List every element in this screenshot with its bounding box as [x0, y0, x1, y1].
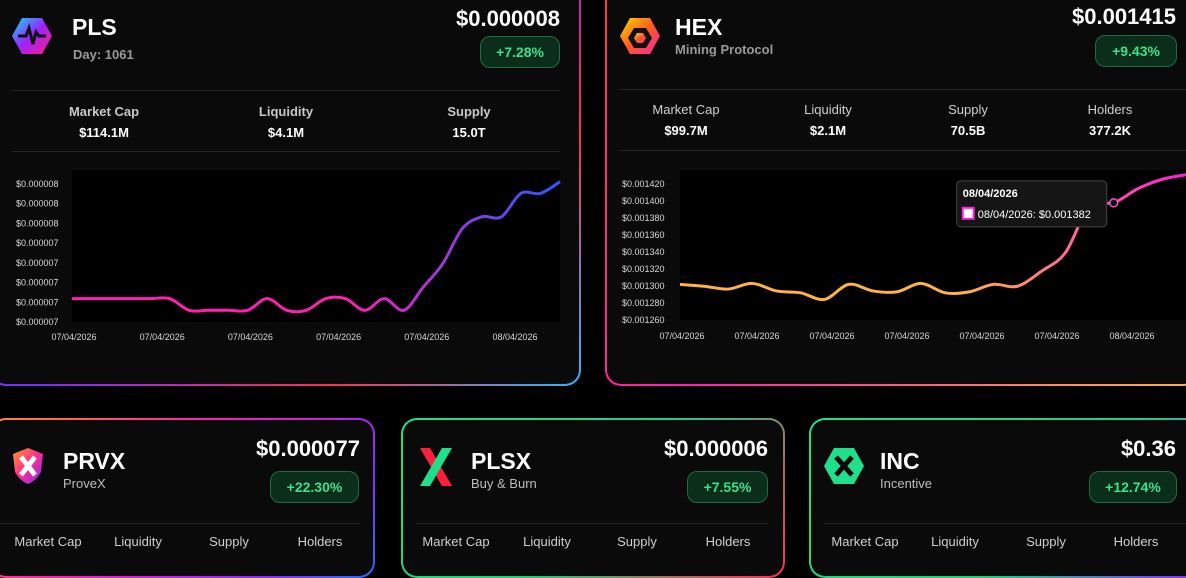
prvx-change-badge: +22.30%: [270, 471, 359, 503]
x-tick-label: 07/04/2026: [734, 331, 779, 341]
prvx-price: $0.000077: [256, 436, 360, 462]
hex-stat-supply: Supply 70.5B: [898, 102, 1038, 138]
pls-stat-liquidity: Liquidity $4.1M: [216, 104, 356, 140]
y-tick-label: $0.000008: [16, 179, 59, 189]
hex-price: $0.001415: [1072, 4, 1176, 30]
x-tick-label: 07/04/2026: [809, 331, 854, 341]
stat-label: Holders: [1066, 534, 1186, 549]
inc-symbol: INC: [880, 448, 920, 475]
plsx-change-badge: +7.55%: [687, 471, 768, 503]
stat-label: Market Cap: [34, 104, 174, 119]
tooltip-swatch: [963, 208, 974, 219]
y-tick-label: $0.001340: [622, 247, 665, 257]
y-tick-label: $0.000007: [16, 317, 59, 327]
y-tick-label: $0.000008: [16, 218, 59, 228]
hex-change-badge: +9.43%: [1095, 35, 1177, 67]
y-tick-label: $0.001420: [622, 179, 665, 189]
inc-price: $0.36: [1121, 436, 1176, 462]
y-tick-label: $0.000007: [16, 238, 59, 248]
stat-label: Market Cap: [616, 102, 756, 117]
hex-stat-holders: Holders 377.2K: [1040, 102, 1180, 138]
hex-stat-liquidity: Liquidity $2.1M: [758, 102, 898, 138]
inc-logo-icon: [824, 446, 864, 486]
x-tick-label: 07/04/2026: [228, 332, 273, 342]
x-tick-label: 07/04/2026: [959, 331, 1004, 341]
plsx-symbol: PLSX: [471, 448, 531, 475]
stat-label: Liquidity: [216, 104, 356, 119]
plsx-price: $0.000006: [664, 436, 768, 462]
inc-subtitle: Incentive: [880, 476, 932, 491]
prvx-symbol: PRVX: [63, 448, 125, 475]
prvx-logo-icon: [10, 446, 46, 486]
y-tick-label: $0.001280: [622, 298, 665, 308]
plsx-subtitle: Buy & Burn: [471, 476, 537, 491]
pls-stat-supply: Supply 15.0T: [399, 104, 539, 140]
hex-symbol: HEX: [675, 14, 722, 41]
stat-value: 70.5B: [898, 123, 1038, 138]
x-tick-label: 07/04/2026: [884, 331, 929, 341]
y-tick-label: $0.000007: [16, 258, 59, 268]
hex-divider-bottom: [620, 150, 1186, 151]
plot-area: [680, 170, 1186, 320]
x-tick-label: 07/04/2026: [140, 332, 185, 342]
y-tick-label: $0.001300: [622, 281, 665, 291]
x-tick-label: 07/04/2026: [51, 332, 96, 342]
pls-divider-bottom: [12, 151, 560, 152]
pls-symbol: PLS: [72, 14, 117, 41]
hex-logo-icon: [620, 16, 660, 56]
pls-divider-top: [12, 90, 560, 91]
stat-value: 377.2K: [1040, 123, 1180, 138]
hex-divider-top: [620, 89, 1186, 90]
y-tick-label: $0.000008: [16, 199, 59, 209]
y-tick-label: $0.001380: [622, 213, 665, 223]
stat-value: $4.1M: [216, 125, 356, 140]
stat-value: $99.7M: [616, 123, 756, 138]
x-tick-label: 08/04/2026: [492, 332, 537, 342]
prvx-divider: [0, 523, 360, 524]
stat-label: Supply: [898, 102, 1038, 117]
inc-change-badge: +12.74%: [1089, 471, 1177, 503]
inc-divider: [824, 523, 1186, 524]
stat-value: 15.0T: [399, 125, 539, 140]
y-tick-label: $0.000007: [16, 297, 59, 307]
plsx-stat-holders: Holders: [658, 534, 798, 549]
pls-price: $0.000008: [456, 6, 560, 32]
x-tick-label: 07/04/2026: [659, 331, 704, 341]
stat-label: Holders: [1040, 102, 1180, 117]
y-tick-label: $0.000007: [16, 278, 59, 288]
plsx-logo-icon: [418, 446, 454, 488]
hex-subtitle: Mining Protocol: [675, 42, 773, 57]
prvx-subtitle: ProveX: [63, 476, 106, 491]
prvx-stat-holders: Holders: [250, 534, 390, 549]
stat-label: Holders: [658, 534, 798, 549]
pls-stat-market-cap: Market Cap $114.1M: [34, 104, 174, 140]
x-tick-label: 07/04/2026: [404, 332, 449, 342]
y-tick-label: $0.001360: [622, 230, 665, 240]
stat-label: Holders: [250, 534, 390, 549]
stat-value: $2.1M: [758, 123, 898, 138]
y-tick-label: $0.001260: [622, 315, 665, 325]
x-tick-label: 08/04/2026: [1109, 331, 1154, 341]
plsx-divider: [416, 523, 768, 524]
hover-point: [1110, 199, 1118, 207]
x-tick-label: 07/04/2026: [316, 332, 361, 342]
tooltip-title: 08/04/2026: [963, 188, 1018, 200]
stat-label: Supply: [399, 104, 539, 119]
hex-price-chart[interactable]: $0.001420 $0.001400 $0.001380 $0.001360 $0.0…: [612, 160, 1186, 350]
pls-subtitle: Day: 1061: [73, 47, 134, 62]
stat-label: Liquidity: [758, 102, 898, 117]
tooltip-text: 08/04/2026: $0.001382: [978, 209, 1091, 221]
x-tick-label: 07/04/2026: [1034, 331, 1079, 341]
y-tick-label: $0.001320: [622, 264, 665, 274]
pls-change-badge: +7.28%: [480, 36, 560, 68]
inc-stat-holders: Holders: [1066, 534, 1186, 549]
pls-logo-icon: [12, 16, 52, 56]
stat-value: $114.1M: [34, 125, 174, 140]
y-tick-label: $0.001400: [622, 196, 665, 206]
pls-price-chart[interactable]: $0.000008 $0.000008 $0.000008 $0.000007 $0.0…: [0, 160, 575, 350]
hex-stat-market-cap: Market Cap $99.7M: [616, 102, 756, 138]
